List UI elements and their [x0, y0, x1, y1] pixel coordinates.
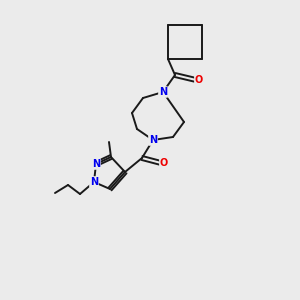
Text: O: O	[160, 158, 168, 168]
Text: O: O	[195, 75, 203, 85]
Text: N: N	[92, 159, 100, 169]
Text: N: N	[159, 87, 167, 97]
Text: N: N	[149, 135, 157, 145]
Text: N: N	[90, 177, 98, 187]
